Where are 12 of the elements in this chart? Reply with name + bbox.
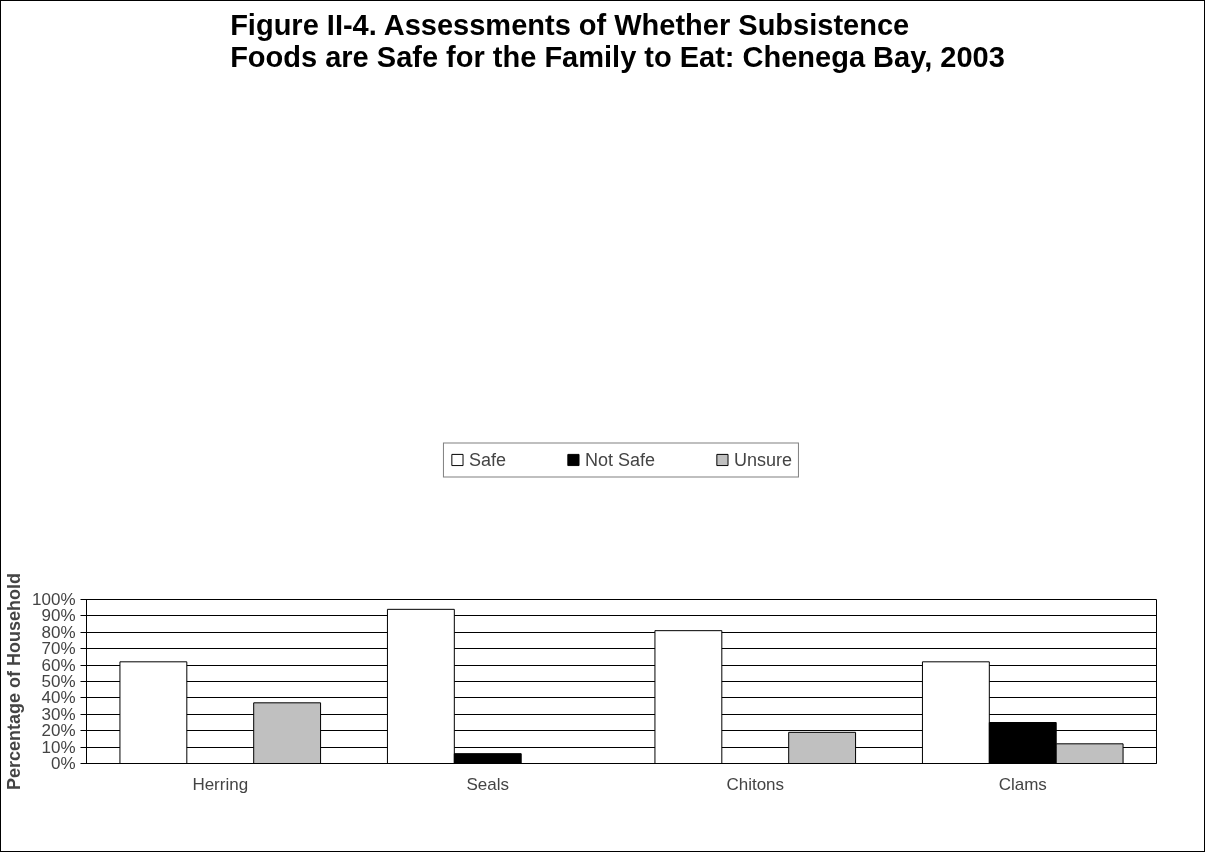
legend-label: Unsure xyxy=(734,449,793,471)
y-tick-label: 100% xyxy=(32,590,76,609)
y-tick-label: 0% xyxy=(50,754,76,773)
x-tick-label: Herring xyxy=(192,774,249,794)
legend-label: Safe xyxy=(468,449,506,471)
chart-title: Figure II-4. Assessments of Whether Subsistence Foods are Safe for the Family to Eat: Chenega Bay, 2003 xyxy=(230,8,1005,73)
y-tick-label: 50% xyxy=(41,672,76,691)
x-tick-label: Clams xyxy=(998,774,1047,794)
x-tick-label: Chitons xyxy=(726,774,785,794)
legend-label: Not Safe xyxy=(584,449,656,471)
x-tick-label: Seals xyxy=(466,774,510,794)
y-axis-title: Percentage of Household xyxy=(4,572,25,791)
